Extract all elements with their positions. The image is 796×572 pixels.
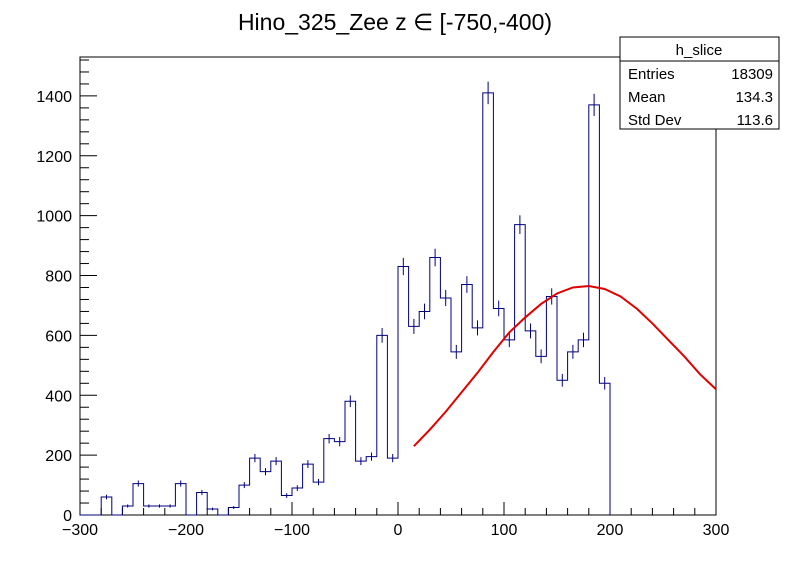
y-tick-label: 1200: [36, 149, 72, 166]
y-tick-label: 1000: [36, 209, 72, 226]
y-axis: 0 200 400 600 800 1000 1200 1400: [36, 59, 97, 525]
y-tick-label: 800: [45, 269, 72, 286]
x-tick-label: −200: [168, 522, 204, 539]
stats-stddev-label: Std Dev: [628, 112, 682, 129]
y-tick-label: 400: [45, 388, 72, 405]
stats-mean-value: 134.3: [735, 89, 773, 106]
stats-stddev-value: 113.6: [737, 112, 773, 129]
x-tick-label: 200: [597, 522, 624, 539]
fit-curve: [413, 284, 717, 447]
x-tick-label: 100: [491, 522, 518, 539]
stats-box-title: h_slice: [676, 42, 723, 59]
x-tick-label: 300: [703, 522, 730, 539]
histogram-outline: [80, 92, 611, 516]
x-axis: −300 −200 −100 0 100 200 300: [62, 502, 729, 539]
x-tick-label: −300: [62, 522, 98, 539]
y-tick-label: 200: [45, 448, 72, 465]
x-tick-label: −100: [274, 522, 310, 539]
chart-title: Hino_325_Zee z ∈ [-750,-400): [238, 9, 552, 35]
x-tick-label: 0: [394, 522, 403, 539]
y-tick-label: 1400: [36, 89, 72, 106]
stats-entries-value: 18309: [731, 66, 773, 83]
stats-box-frame: [619, 36, 780, 130]
stats-box: h_slice Entries 18309 Mean 134.3 Std Dev…: [619, 36, 780, 130]
y-tick-label: 600: [45, 328, 72, 345]
histogram-bins: [80, 81, 611, 516]
y-tick-label: 0: [63, 508, 72, 525]
stats-mean-label: Mean: [628, 89, 666, 106]
fit-curve-line: [413, 284, 717, 447]
stats-entries-label: Entries: [628, 66, 675, 83]
